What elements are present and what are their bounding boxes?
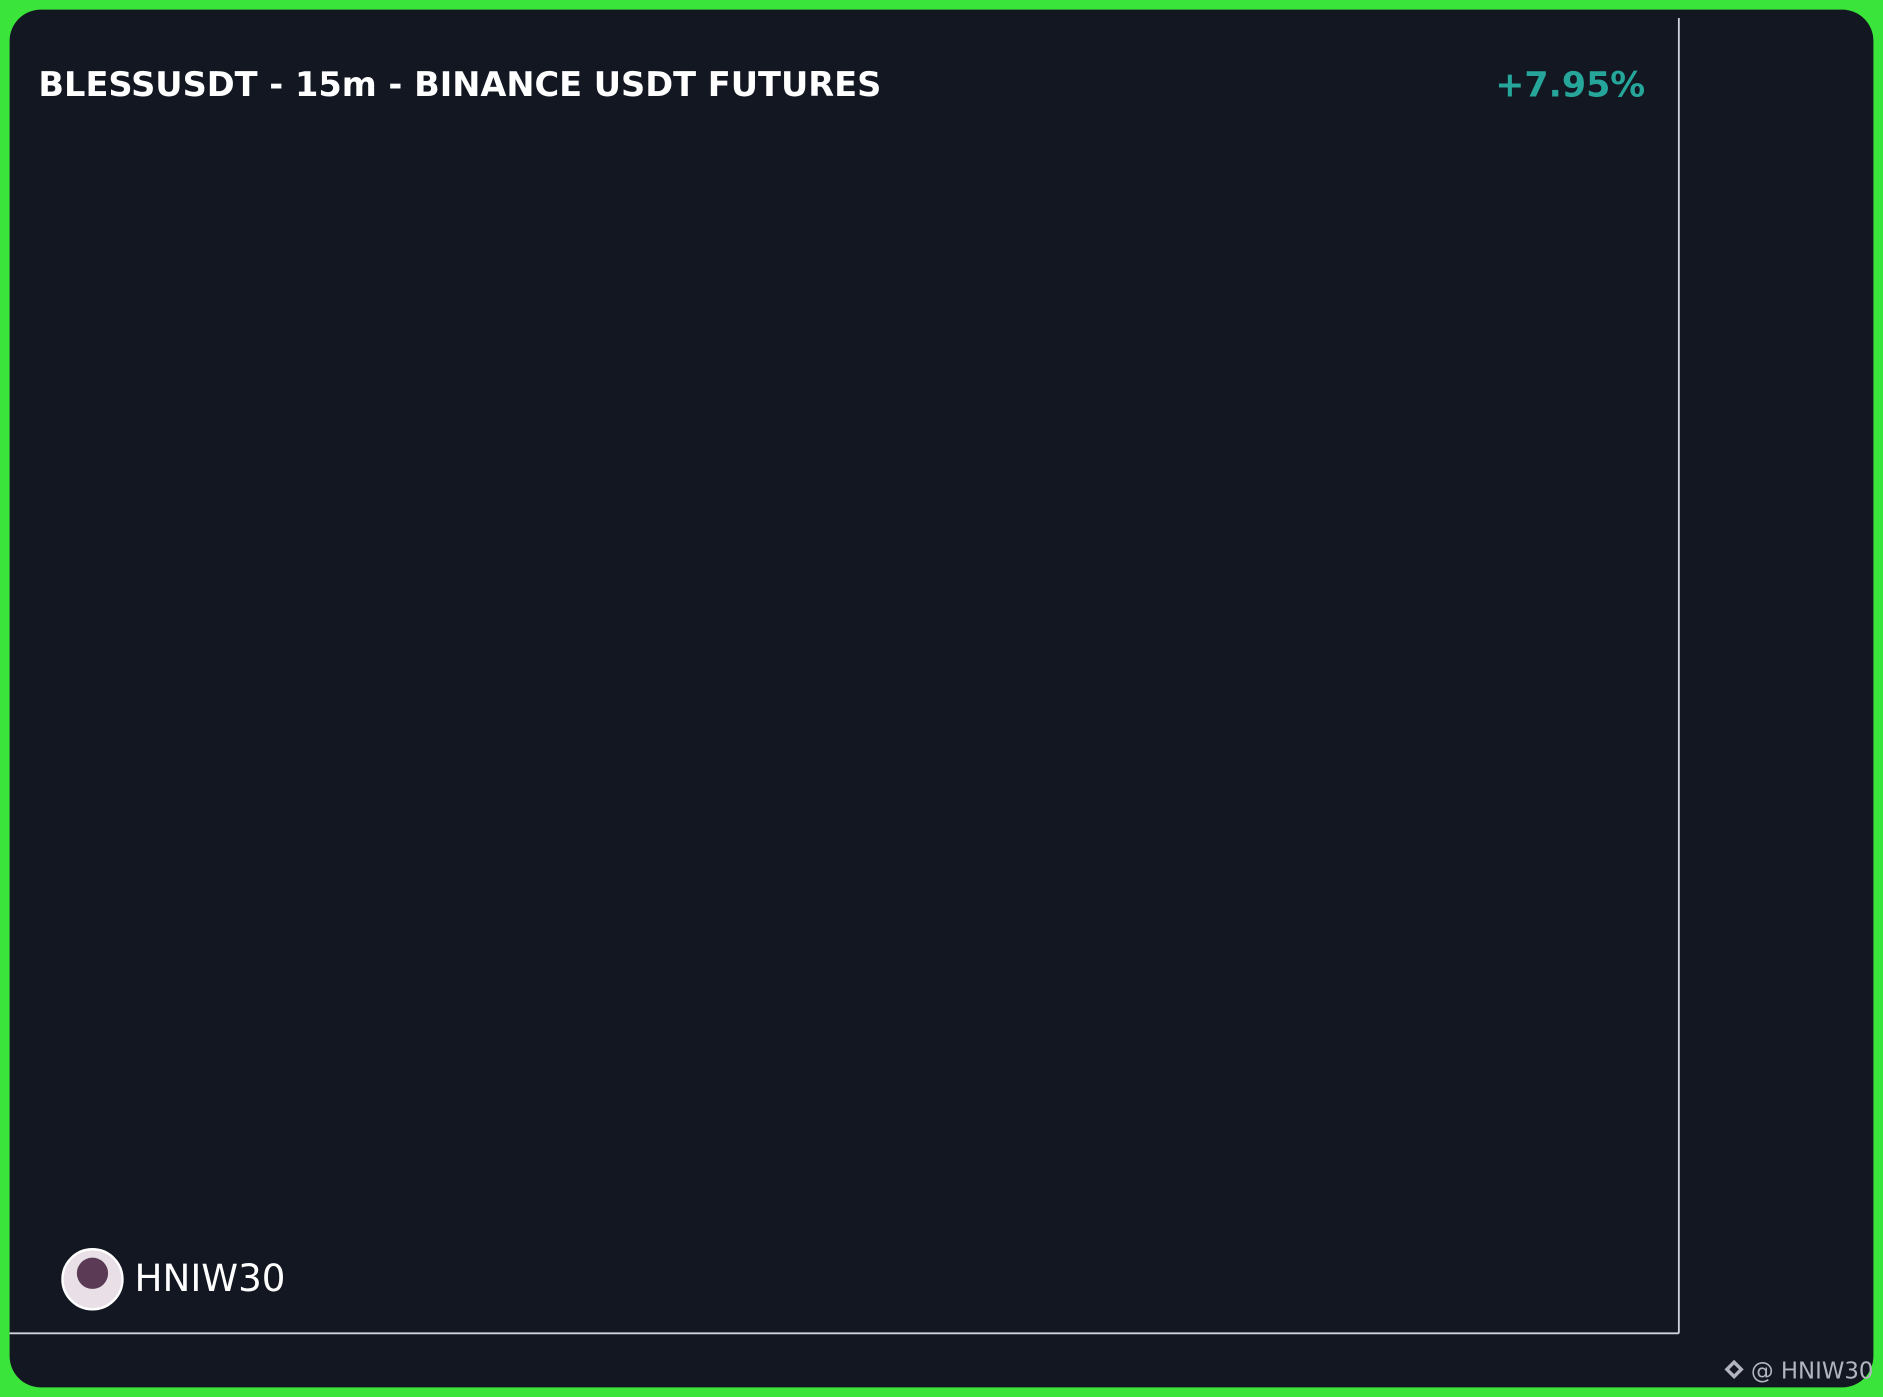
watermark-text: HNIW30 [135,1256,286,1300]
change-label: +7.95% [1495,65,1645,105]
credit: @ HNIW30 [1751,1358,1873,1384]
watermark: HNIW30 [61,1248,286,1311]
avatar-face [76,1257,109,1289]
credit-icon [1724,1359,1744,1379]
chart-title: BLESSUSDT - 15m - BINANCE USDT FUTURES [38,65,881,104]
chart-background [9,9,1874,1388]
